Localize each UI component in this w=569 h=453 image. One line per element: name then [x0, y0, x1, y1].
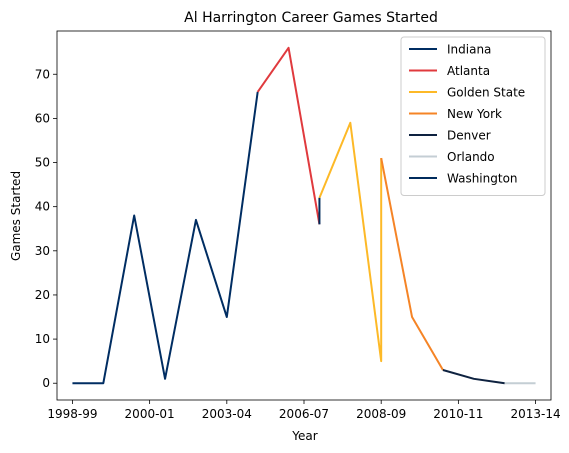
y-tick-label: 10	[35, 332, 50, 346]
legend-label: Golden State	[447, 86, 525, 100]
x-tick-label: 2006-07	[279, 407, 329, 421]
plot-area	[56, 30, 552, 401]
x-tick-label: 2008-09	[356, 407, 406, 421]
x-tick-label: 2010-11	[433, 407, 483, 421]
y-tick-label: 50	[35, 156, 50, 170]
legend-label: Indiana	[447, 43, 491, 57]
y-tick-label: 0	[42, 376, 50, 390]
axis-ticks: 1998-99 2000-01 2003-04 2006-07 2008-09 2010-…	[35, 67, 561, 421]
series-line-denver	[442, 369, 505, 385]
legend-label: Washington	[447, 172, 518, 186]
y-tick-label: 20	[35, 288, 50, 302]
chart-title: Al Harrington Career Games Started	[184, 10, 438, 26]
x-tick-label: 2000-01	[125, 407, 175, 421]
legend-label: New York	[447, 107, 502, 121]
series-line-new-york	[380, 157, 444, 371]
x-tick-label: 1998-99	[47, 407, 97, 421]
series-line-indiana	[72, 91, 259, 385]
y-axis-label: Games Started	[9, 171, 23, 261]
y-tick-label: 30	[35, 244, 50, 258]
series-lines	[72, 46, 536, 385]
y-tick-label: 70	[35, 67, 50, 81]
legend-label: Atlanta	[447, 64, 490, 78]
x-tick-label: 2003-04	[202, 407, 252, 421]
legend: Indiana Atlanta Golden State New York Denver…	[400, 36, 546, 196]
legend-label: Orlando	[447, 150, 495, 164]
y-tick-label: 60	[35, 111, 50, 125]
x-axis-label: Year	[291, 429, 317, 443]
y-tick-label: 40	[35, 200, 50, 214]
series-line-atlanta	[256, 46, 321, 225]
series-line-golden-state	[318, 121, 383, 363]
x-tick-label: 2013-14	[510, 407, 560, 421]
legend-label: Denver	[447, 129, 491, 143]
